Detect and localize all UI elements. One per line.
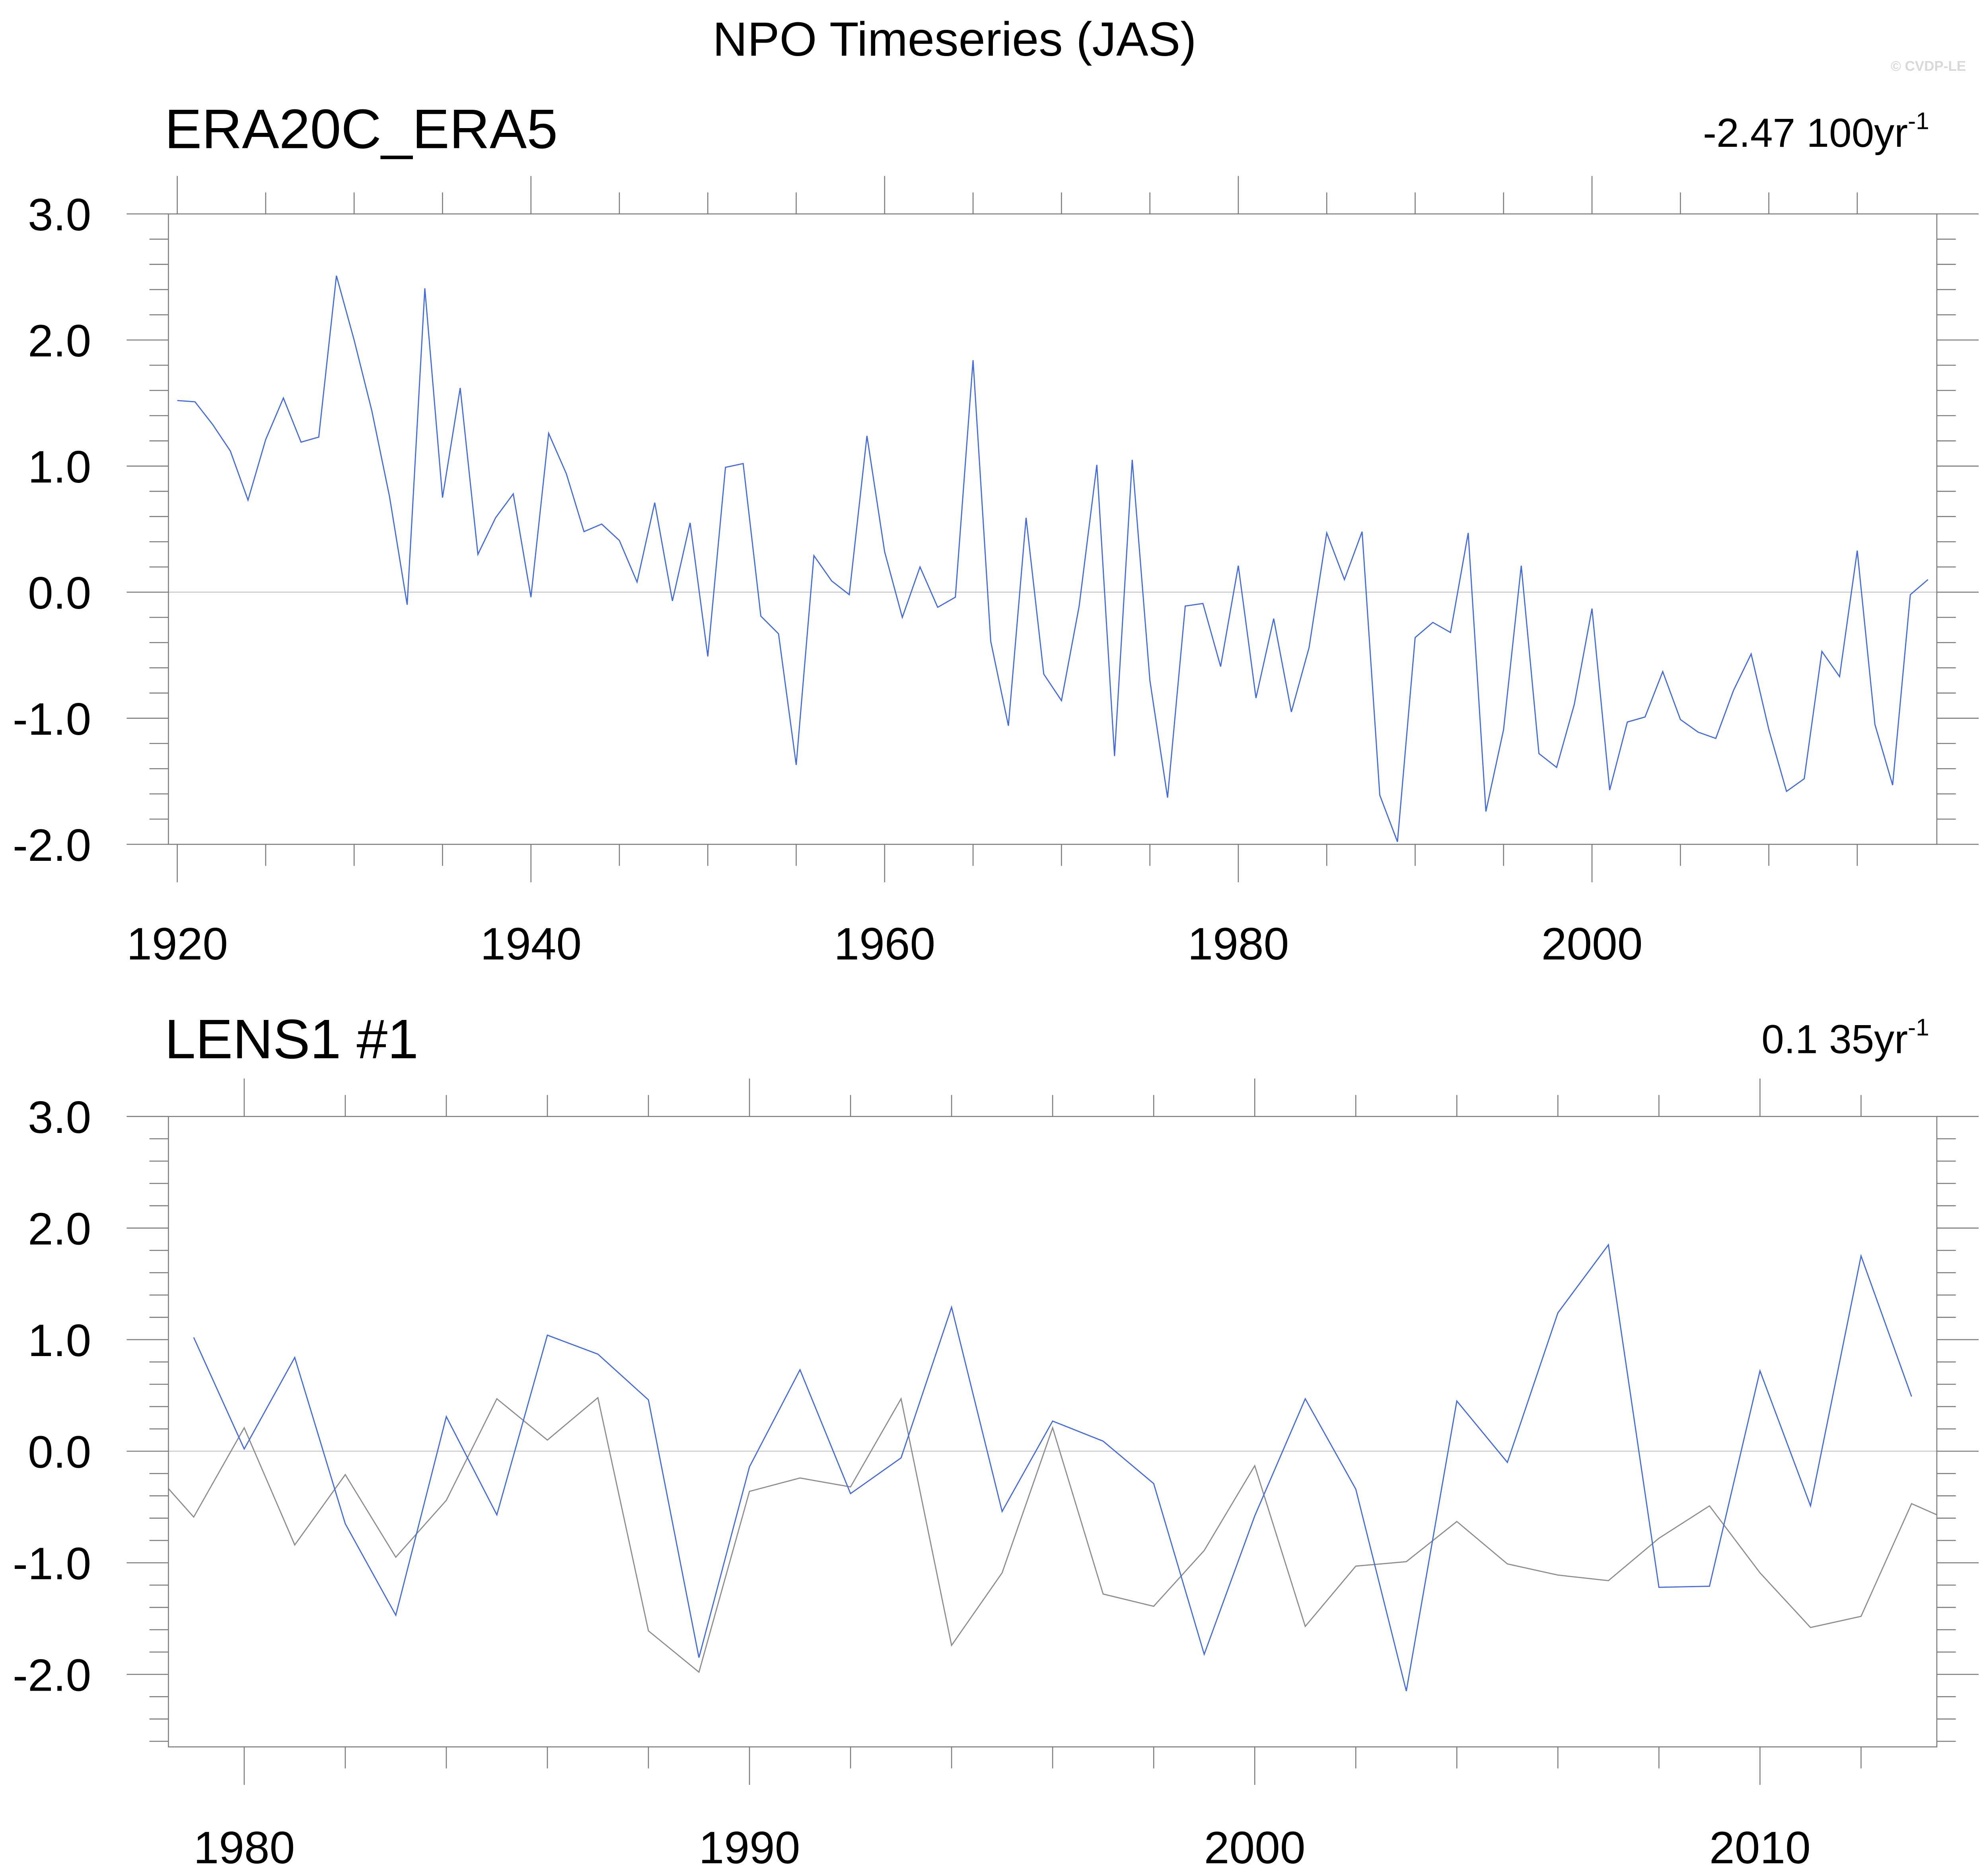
x-tick-label: 1980 <box>194 1822 295 1873</box>
x-tick-label: 1940 <box>480 919 582 969</box>
trend-exponent: -1 <box>1908 107 1929 134</box>
x-tick-label: 2000 <box>1204 1822 1306 1873</box>
panel-title: LENS1 #1 <box>165 1008 418 1070</box>
x-tick-label: 1980 <box>1188 919 1289 969</box>
observed-series-line <box>168 1396 1937 1674</box>
y-tick-label: -2.0 <box>13 1650 91 1701</box>
x-tick-label: 2000 <box>1541 919 1643 969</box>
series-line-0 <box>177 275 1929 842</box>
panel-era20c-era5: ERA20C_ERA5 -2.47 100yr-1 3.0 2.0 1.0 0.0 -1… <box>13 97 1979 969</box>
plot-frame <box>168 213 1938 845</box>
x-tick-label: 1920 <box>126 919 228 969</box>
y-tick-label: 0.0 <box>28 1427 91 1478</box>
trend-value: -2.47 100yr <box>1703 110 1908 156</box>
y-tick-label: -2.0 <box>13 820 91 871</box>
y-tick-label: 3.0 <box>28 1092 91 1143</box>
trend-value: 0.1 35yr <box>1761 1017 1908 1062</box>
y-tick-label: 0.0 <box>28 568 91 619</box>
y-tick-label: 1.0 <box>28 1315 91 1366</box>
x-tick-label: 2010 <box>1709 1822 1811 1873</box>
y-tick-label: 3.0 <box>28 189 91 240</box>
x-tick-label: 1960 <box>834 919 935 969</box>
figure-title: NPO Timeseries (JAS) <box>713 12 1197 66</box>
panel-lens1-member-1: LENS1 #1 0.1 35yr-1 3.0 2.0 1.0 0.0 -1.0 -2.0… <box>13 1008 1979 1873</box>
y-tick-label: 2.0 <box>28 315 91 366</box>
x-tick-label: 1990 <box>699 1822 800 1873</box>
y-tick-label: 1.0 <box>28 442 91 492</box>
y-tick-label: 2.0 <box>28 1204 91 1255</box>
y-tick-label: -1.0 <box>13 1538 91 1589</box>
plot-frame <box>168 1116 1938 1748</box>
trend-label: -2.47 100yr-1 <box>1703 107 1929 156</box>
watermark: © CVDP-LE <box>1891 58 1966 74</box>
panel-title: ERA20C_ERA5 <box>165 97 558 160</box>
series-line-1 <box>193 1243 1912 1691</box>
trend-label: 0.1 35yr-1 <box>1761 1014 1929 1062</box>
trend-exponent: -1 <box>1908 1014 1929 1041</box>
y-tick-label: -1.0 <box>13 694 91 745</box>
